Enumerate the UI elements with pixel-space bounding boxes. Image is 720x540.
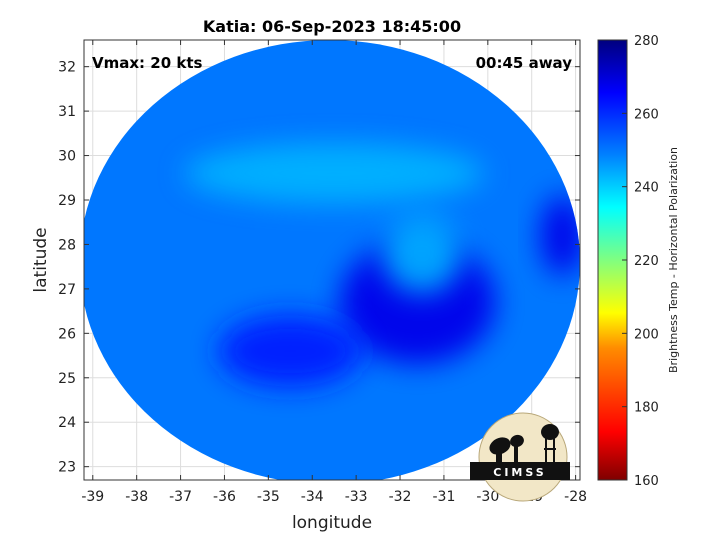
y-tick-label: 27: [58, 282, 76, 298]
y-tick-label: 23: [58, 460, 76, 476]
y-axis-label: latitude: [31, 227, 51, 292]
y-tick-label: 29: [58, 193, 76, 209]
logo-text: CIMSS: [493, 466, 546, 479]
x-tick-label: -33: [345, 489, 368, 505]
y-tick-label: 31: [58, 104, 76, 120]
x-tick-label: -28: [564, 489, 587, 505]
satellite-dish-icon: [489, 434, 524, 462]
colorbar-tick-label: 160: [634, 474, 659, 489]
cimss-logo: CIMSS: [470, 412, 570, 502]
colorbar-tick-label: 260: [634, 107, 659, 122]
y-tick-label: 30: [58, 149, 76, 165]
swath-feature: [381, 213, 462, 294]
swath-background: [84, 40, 580, 480]
vmax-annotation: Vmax: 20 kts: [92, 54, 202, 72]
x-tick-label: -37: [169, 489, 192, 505]
time-away-annotation: 00:45 away: [476, 54, 573, 72]
y-axis-ticks: 23 24 25 26 27 28 29 30 31 32: [58, 60, 580, 476]
x-tick-label: -39: [81, 489, 104, 505]
x-axis-label: longitude: [292, 513, 372, 533]
y-tick-label: 28: [58, 237, 76, 253]
colorbar-tick-label: 280: [634, 34, 659, 49]
swath-feature: [540, 195, 580, 276]
swath-feature: [218, 315, 363, 388]
colorbar-tick-label: 240: [634, 181, 659, 196]
x-tick-label: -31: [432, 489, 455, 505]
x-tick-label: -36: [213, 489, 236, 505]
swath-image: [84, 40, 580, 480]
y-tick-label: 32: [58, 60, 76, 76]
swath-feature: [184, 143, 485, 204]
x-tick-label: -30: [476, 489, 499, 505]
swath-features: [184, 143, 580, 388]
colorbar-tick-label: 200: [634, 327, 659, 342]
logo-banner: [470, 462, 570, 480]
water-tower-icon: [541, 424, 559, 462]
chart-title: Katia: 06-Sep-2023 18:45:00: [203, 17, 461, 36]
x-tick-label: -35: [257, 489, 280, 505]
colorbar-ticks: 160 180 200 220 240 260 280: [622, 34, 659, 489]
colorbar-tick-label: 180: [634, 401, 659, 416]
plot-frame: [83, 39, 581, 481]
colorbar-label: Brightness Temp - Horizontal Polarizatio…: [667, 147, 680, 373]
y-tick-label: 26: [58, 326, 76, 342]
x-tick-label: -32: [389, 489, 412, 505]
x-tick-label: -38: [125, 489, 148, 505]
x-tick-label: -34: [301, 489, 324, 505]
y-tick-label: 25: [58, 371, 76, 387]
colorbar-tick-label: 220: [634, 254, 659, 269]
y-tick-label: 24: [58, 415, 76, 431]
